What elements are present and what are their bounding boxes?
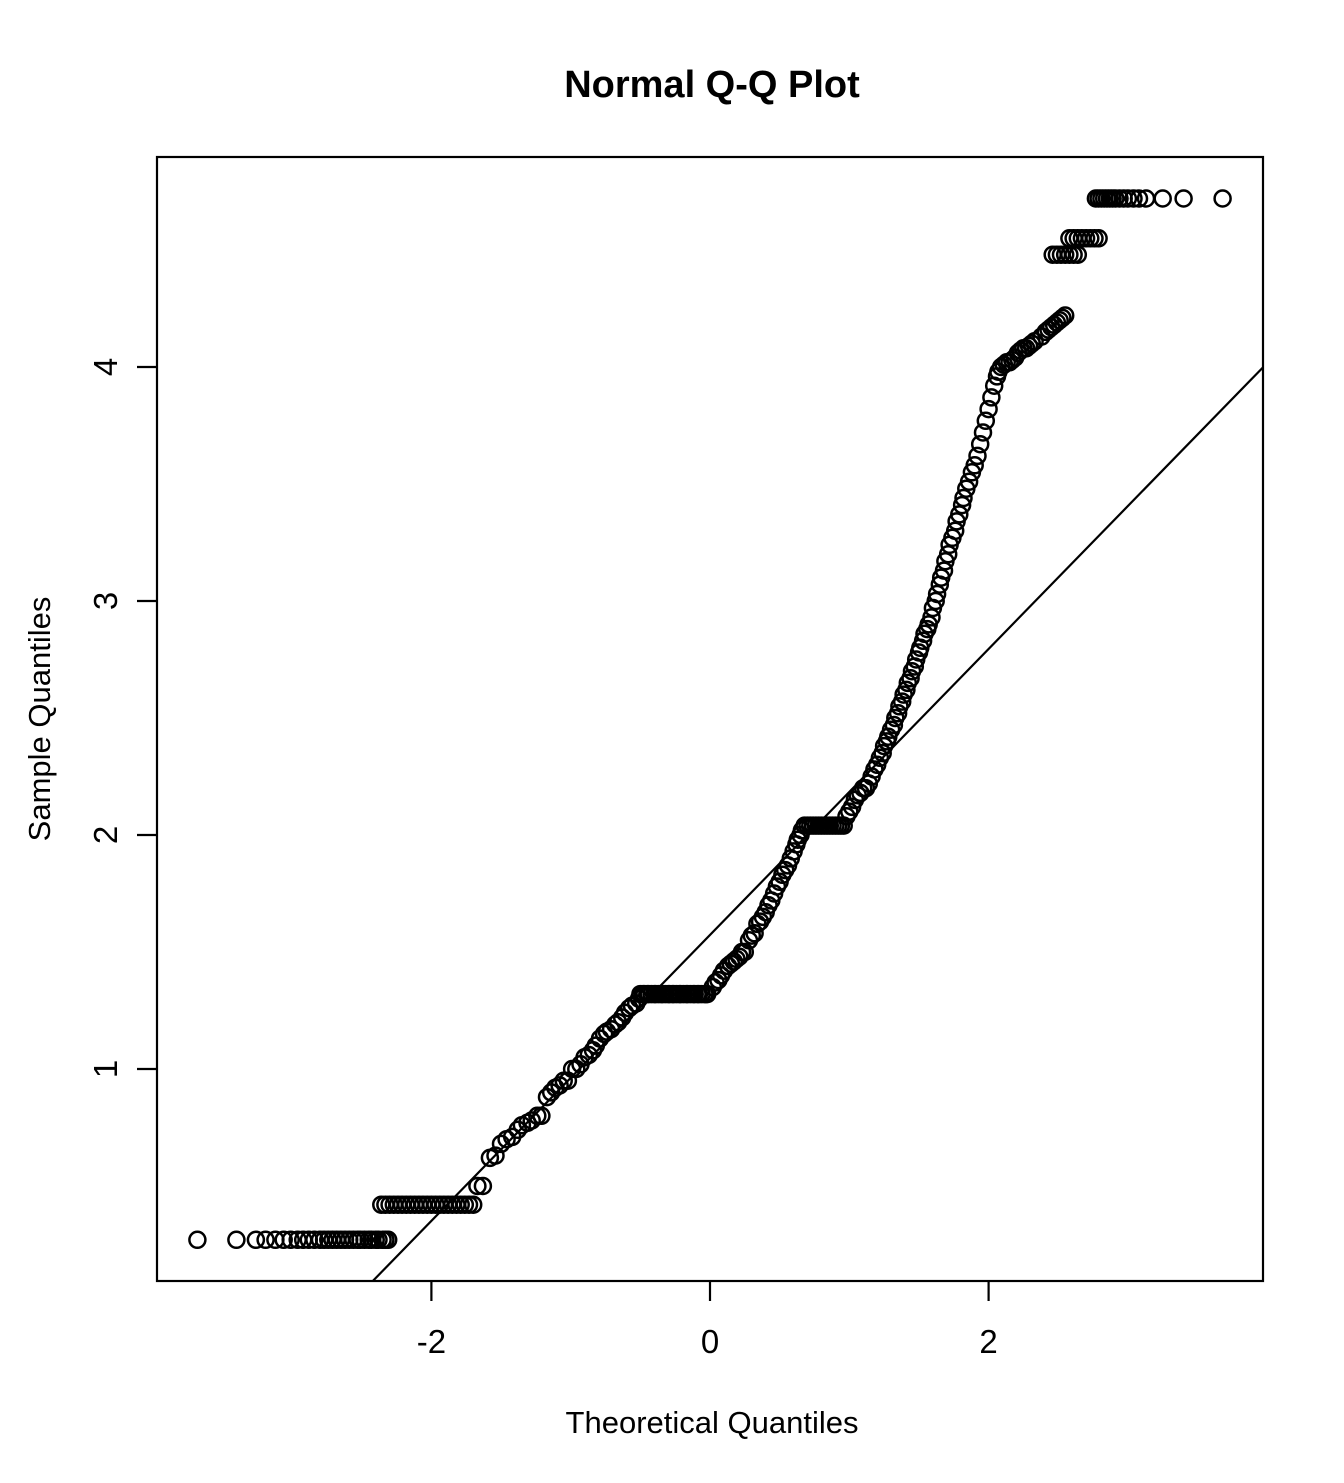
data-point <box>305 1230 324 1250</box>
data-point <box>938 544 958 564</box>
data-point <box>378 1230 398 1250</box>
data-point <box>486 1146 505 1165</box>
data-point <box>959 472 979 491</box>
y-tick-label: 3 <box>87 592 124 610</box>
data-point <box>1118 189 1138 208</box>
data-point <box>979 399 998 419</box>
data-point <box>922 608 941 627</box>
data-point <box>742 926 762 945</box>
data-point <box>1174 189 1193 208</box>
chart-title: Normal Q-Q Plot <box>564 64 860 106</box>
data-point <box>950 505 969 524</box>
data-point <box>976 411 996 431</box>
data-point <box>1129 189 1149 208</box>
x-tick-label: -2 <box>417 1323 446 1360</box>
data-point <box>952 495 972 515</box>
plot-box <box>155 155 1265 1283</box>
data-point <box>982 388 1001 407</box>
data-point <box>892 692 912 711</box>
x-tick-label: 0 <box>701 1323 719 1360</box>
data-point <box>954 488 973 508</box>
data-point <box>873 743 892 763</box>
data-point <box>1089 229 1108 248</box>
data-point <box>913 631 933 651</box>
data-point <box>1124 189 1143 208</box>
x-tick-label: 2 <box>979 1323 997 1360</box>
data-point <box>745 924 764 943</box>
data-point <box>522 1111 541 1130</box>
data-point <box>1055 306 1075 325</box>
data-point <box>970 434 990 454</box>
y-tick-label: 1 <box>87 1060 124 1078</box>
data-point <box>965 456 984 475</box>
data-point <box>927 584 947 604</box>
y-tick-label: 2 <box>87 826 124 844</box>
data-point <box>1053 308 1072 328</box>
data-point <box>1050 310 1069 330</box>
data-point <box>934 561 954 580</box>
data-point <box>532 1106 551 1126</box>
data-point <box>926 591 945 611</box>
data-point <box>884 715 904 735</box>
data-point <box>1213 189 1232 208</box>
data-point <box>1019 336 1039 356</box>
data-point <box>735 942 755 962</box>
data-point <box>463 1195 483 1214</box>
plot-area: -2 0 2 1 2 3 4 <box>87 155 1265 1360</box>
data-point <box>274 1230 293 1250</box>
x-axis-label: Theoretical Quantiles <box>566 1405 859 1440</box>
data-point <box>1153 189 1172 208</box>
data-point <box>256 1230 275 1250</box>
data-point <box>968 446 987 466</box>
data-point <box>188 1230 207 1250</box>
y-tick-label: 4 <box>87 358 124 376</box>
data-point <box>281 1230 300 1250</box>
data-point <box>973 423 993 442</box>
data-point <box>227 1230 246 1250</box>
data-point <box>473 1176 493 1196</box>
data-point <box>897 680 916 700</box>
data-point <box>901 668 920 688</box>
data-point <box>888 704 908 723</box>
data-point <box>246 1230 266 1250</box>
data-point <box>468 1176 487 1196</box>
y-axis-label: Sample Quantiles <box>22 597 57 842</box>
data-point <box>945 521 965 541</box>
